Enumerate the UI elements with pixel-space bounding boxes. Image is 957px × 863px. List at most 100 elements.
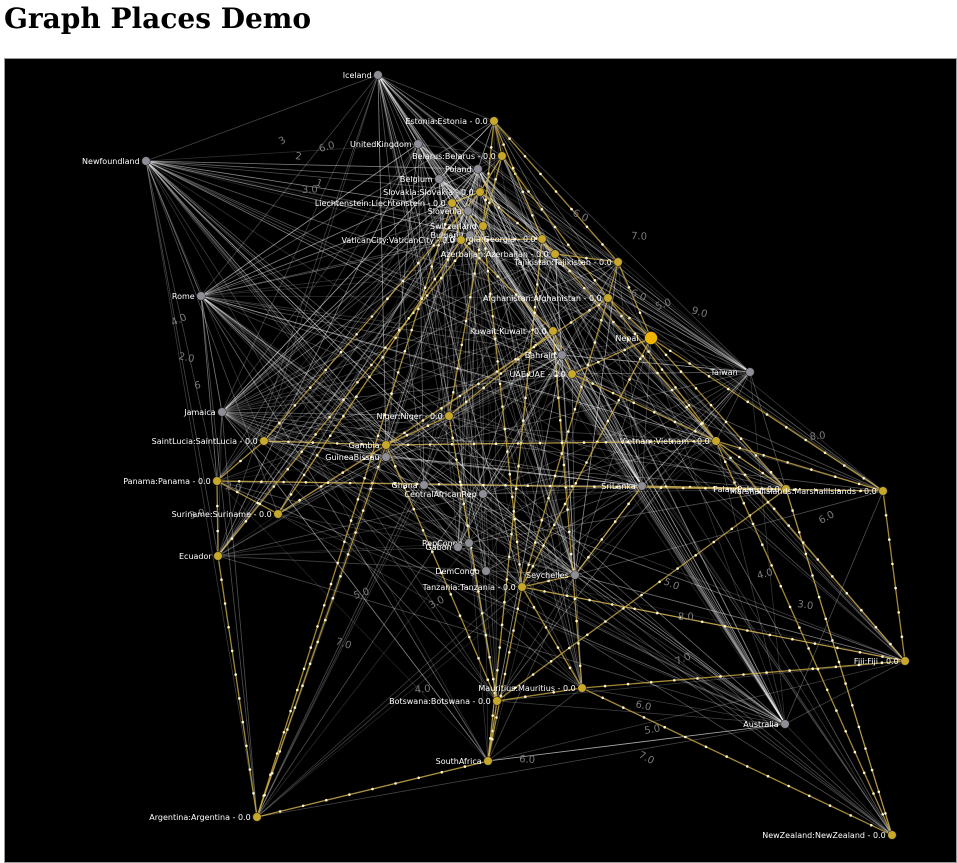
node-slovenia[interactable]: Slovenia	[428, 206, 473, 216]
node-dot[interactable]	[557, 350, 567, 360]
node-dot[interactable]	[212, 476, 222, 486]
node-dot[interactable]	[900, 656, 910, 666]
node-argentina[interactable]: Argentina:Argentina - 0.0	[149, 812, 262, 822]
node-dot[interactable]	[464, 538, 474, 548]
node-dot[interactable]	[878, 486, 888, 496]
node-slovakia[interactable]: Slovakia:Slovakia - 0.0	[383, 187, 485, 197]
node-georgia[interactable]: Georgia:Georgia - 0.0	[450, 234, 547, 244]
node-dot[interactable]	[453, 542, 463, 552]
node-dot[interactable]	[447, 198, 457, 208]
node-tanzania[interactable]: Tanzania:Tanzania - 0.0	[422, 582, 527, 592]
node-dot[interactable]	[483, 756, 493, 766]
node-car[interactable]: CentralAfricanRep	[404, 489, 488, 499]
node-ghana[interactable]: Ghana	[392, 480, 429, 490]
node-dot[interactable]	[537, 234, 547, 244]
node-dot[interactable]	[413, 139, 423, 149]
node-dot[interactable]	[213, 551, 223, 561]
node-mauritius[interactable]: Mauritius:Mauritius - 0.0	[478, 683, 587, 693]
node-uae[interactable]: UAE:UAE - 0.0	[510, 369, 577, 379]
node-dot[interactable]	[252, 812, 262, 822]
node-repcongo[interactable]: RepCongo	[422, 538, 474, 548]
node-dot[interactable]	[456, 235, 466, 245]
node-vietnam[interactable]: Vietnam:Vietnam - 0.0	[620, 436, 721, 446]
graph-svg[interactable]: 326.013.04.02.066.07.05.09.08.06.03.04.0…	[5, 59, 957, 863]
node-dot[interactable]	[644, 331, 658, 345]
node-dot[interactable]	[711, 436, 721, 446]
node-estonia[interactable]: Estonia:Estonia - 0.0	[405, 116, 499, 126]
node-newfoundland[interactable]: Newfoundland	[82, 156, 151, 166]
node-kuwait[interactable]: Kuwait:Kuwait - 0.0	[470, 326, 558, 336]
node-afghanistan[interactable]: Afghanistan:Afghanistan - 0.0	[483, 293, 613, 303]
node-dot[interactable]	[745, 367, 755, 377]
node-marshall[interactable]: MarshallIslands:MarshallIslands - 0.0	[730, 486, 888, 496]
node-nepal[interactable]: Nepal	[615, 331, 658, 345]
node-panama[interactable]: Panama:Panama - 0.0	[123, 476, 222, 486]
node-dot[interactable]	[781, 484, 791, 494]
node-dot[interactable]	[196, 291, 206, 301]
node-botswana[interactable]: Botswana:Botswana - 0.0	[389, 696, 502, 706]
node-dot[interactable]	[141, 156, 151, 166]
node-jamaica[interactable]: Jamaica	[183, 407, 227, 417]
node-dot[interactable]	[381, 452, 391, 462]
node-liechtenstein[interactable]: Liechtenstein:Liechtenstein - 0.0	[315, 198, 457, 208]
node-tajikistan[interactable]: Tajikistan:Tajikistan - 0.0	[513, 257, 623, 267]
node-iceland[interactable]: Iceland	[343, 70, 383, 80]
node-dot[interactable]	[492, 696, 502, 706]
node-rome[interactable]: Rome	[172, 291, 206, 301]
node-dot[interactable]	[478, 221, 488, 231]
node-dot[interactable]	[419, 480, 429, 490]
node-dot[interactable]	[887, 830, 897, 840]
node-vatican[interactable]: VaticanCity:VaticanCity - 0.0	[342, 235, 466, 245]
node-belarus[interactable]: Belarus:Belarus - 0.0	[412, 151, 507, 161]
node-ecuador[interactable]: Ecuador	[179, 551, 223, 561]
node-dot[interactable]	[217, 407, 227, 417]
node-dot[interactable]	[473, 164, 483, 174]
node-dot[interactable]	[465, 230, 475, 240]
node-dot[interactable]	[637, 481, 647, 491]
node-dot[interactable]	[613, 257, 623, 267]
node-australia[interactable]: Australia	[743, 719, 790, 729]
node-guineabissau[interactable]: GuineaBissau	[325, 452, 391, 462]
node-dot[interactable]	[548, 326, 558, 336]
node-suriname[interactable]: Suriname:Suriname - 0.0	[172, 509, 283, 519]
node-dot[interactable]	[517, 582, 527, 592]
node-dot[interactable]	[475, 187, 485, 197]
node-dot[interactable]	[489, 116, 499, 126]
node-uk[interactable]: UnitedKingdom	[350, 139, 423, 149]
node-dot[interactable]	[567, 369, 577, 379]
node-srilanka[interactable]: SriLanka	[601, 481, 647, 491]
node-dot[interactable]	[381, 440, 391, 450]
node-dot[interactable]	[603, 293, 613, 303]
nodes[interactable]: Iceland Estonia:Estonia - 0.0 UnitedKingdo…	[82, 70, 910, 840]
node-dot[interactable]	[444, 411, 454, 421]
node-gabon[interactable]: Gabon	[426, 542, 463, 552]
node-switzerland[interactable]: Switzerland	[430, 221, 488, 231]
node-dot[interactable]	[259, 436, 269, 446]
node-niger[interactable]: Niger:Niger - 0.0	[376, 411, 454, 421]
node-dot[interactable]	[373, 70, 383, 80]
node-azerbaijan[interactable]: Azerbaijan:Azerbaijan - 0.0	[441, 249, 560, 259]
node-seychelles[interactable]: Seychelles	[526, 570, 580, 580]
node-newzealand[interactable]: NewZealand:NewZealand - 0.0	[762, 830, 897, 840]
node-bulgaria[interactable]: Bulgaria	[431, 230, 475, 240]
graph-canvas[interactable]: 3 2 6.0 1 3.0 4.0 2.0 6 6.0 7.0 5.0 9.0 8.0 6.0 3.0 4.0…	[4, 58, 957, 863]
node-saintlucia[interactable]: SaintLucia:SaintLucia - 0.0	[152, 436, 269, 446]
node-poland[interactable]: Poland	[445, 164, 483, 174]
node-dot[interactable]	[577, 683, 587, 693]
node-dot[interactable]	[780, 719, 790, 729]
node-dot[interactable]	[463, 206, 473, 216]
node-southafrica[interactable]: SouthAfrica	[436, 756, 493, 766]
node-gambia[interactable]: Gambia	[349, 440, 391, 450]
node-palau[interactable]: Palau:Palau - 0.0	[713, 484, 791, 494]
node-taiwan[interactable]: Taiwan	[709, 367, 755, 377]
node-belgium[interactable]: Belgium	[400, 174, 444, 184]
node-fiji[interactable]: Fiji:Fiji - 0.0	[854, 656, 910, 666]
node-dot[interactable]	[481, 566, 491, 576]
node-dot[interactable]	[478, 489, 488, 499]
node-dot[interactable]	[550, 249, 560, 259]
node-dot[interactable]	[273, 509, 283, 519]
node-dot[interactable]	[570, 570, 580, 580]
node-demcongo[interactable]: DemCongo	[435, 566, 491, 576]
node-dot[interactable]	[497, 151, 507, 161]
node-bahrain[interactable]: Bahrain	[525, 350, 567, 360]
